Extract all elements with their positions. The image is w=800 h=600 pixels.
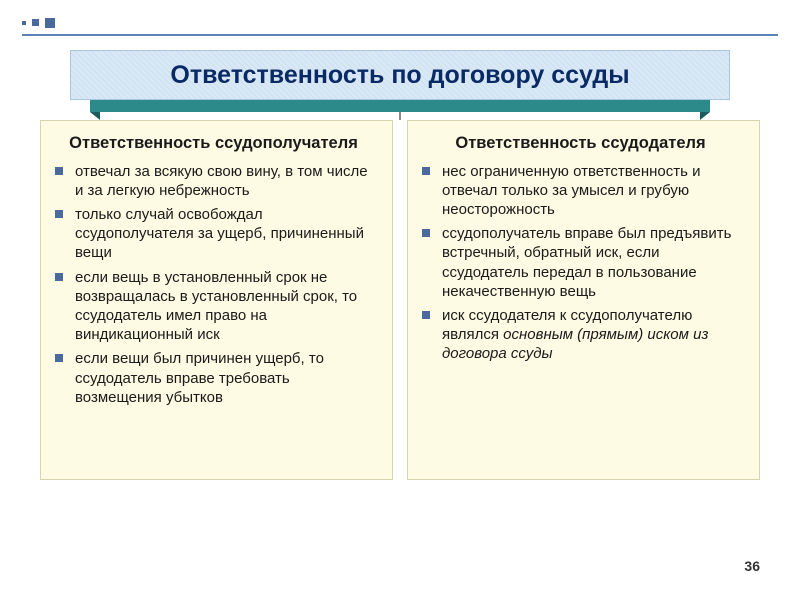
- list-item: нес ограниченную ответственность и отвеч…: [420, 162, 741, 220]
- columns-container: Ответственность ссудополучателя отвечал …: [40, 120, 760, 480]
- list-item: ссудополучатель вправе был предъявить вс…: [420, 224, 741, 301]
- connector-line: [399, 112, 401, 120]
- left-heading: Ответственность ссудополучателя: [53, 133, 374, 154]
- page-number: 36: [744, 558, 760, 574]
- right-heading: Ответственность ссудодателя: [420, 133, 741, 154]
- left-panel: Ответственность ссудополучателя отвечал …: [40, 120, 393, 480]
- banner-tri-right: [700, 112, 710, 120]
- list-item: иск ссудодателя к ссудополучателю являлс…: [420, 306, 741, 364]
- right-panel: Ответственность ссудодателя нес ограниче…: [407, 120, 760, 480]
- list-item: если вещи был причинен ущерб, то ссудода…: [53, 349, 374, 407]
- list-item: отвечал за всякую свою вину, в том числе…: [53, 162, 374, 200]
- title-banner: Ответственность по договору ссуды: [70, 50, 730, 100]
- list-item: если вещь в установленный срок не возвра…: [53, 268, 374, 345]
- top-rule: [22, 34, 778, 36]
- banner-underbar: [90, 100, 710, 112]
- left-list: отвечал за всякую свою вину, в том числе…: [53, 162, 374, 407]
- page-title: Ответственность по договору ссуды: [170, 61, 629, 90]
- banner-tri-left: [90, 112, 100, 120]
- corner-decoration: [22, 18, 55, 28]
- list-item: только случай освобождал ссудополучателя…: [53, 205, 374, 263]
- right-list: нес ограниченную ответственность и отвеч…: [420, 162, 741, 364]
